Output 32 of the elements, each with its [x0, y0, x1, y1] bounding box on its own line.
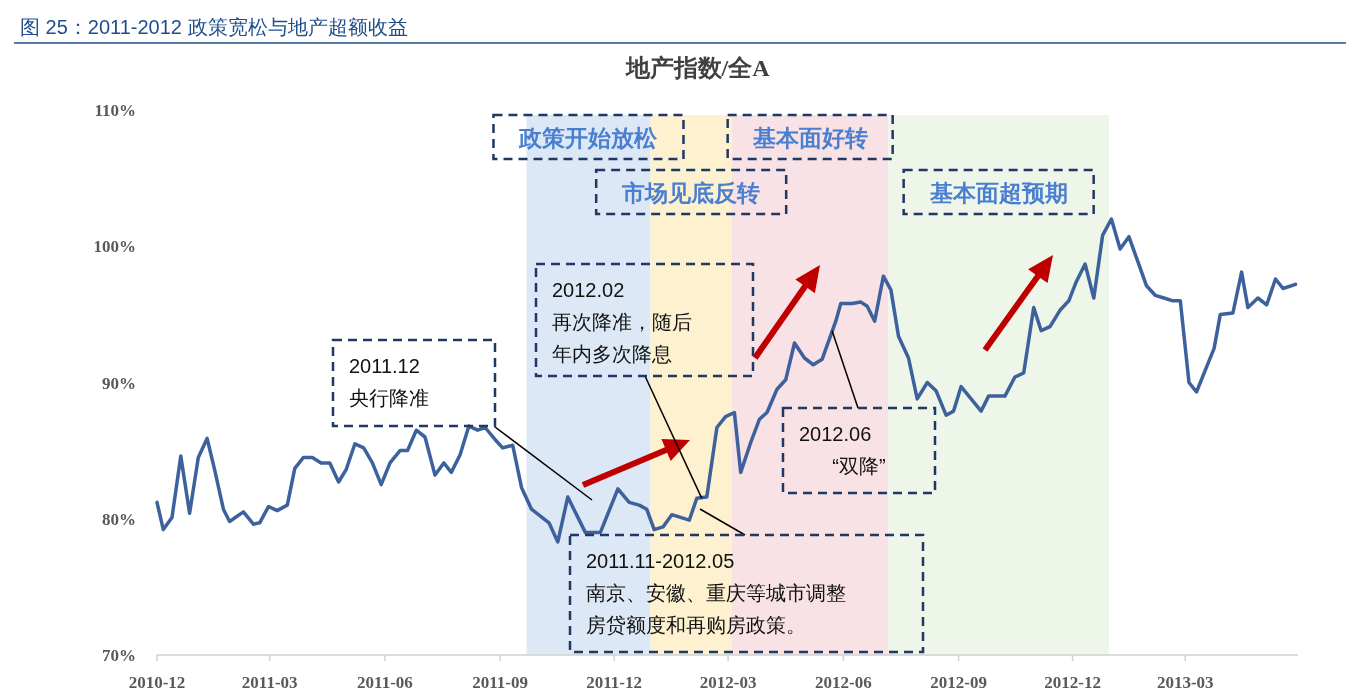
band-label: 基本面超预期: [902, 168, 1095, 216]
annotation: 2011.12 央行降准: [349, 355, 429, 409]
band-label: 基本面好转: [726, 113, 894, 161]
x-tick-label: 2011-03: [241, 673, 298, 692]
x-tick-label: 2013-03: [1156, 673, 1214, 692]
annotation: 2012.02 再次降准，随后年内多次降息: [534, 262, 755, 500]
x-tick-label: 2012-06: [815, 673, 872, 692]
y-tick-label: 70%: [102, 646, 136, 665]
x-tick-label: 2011-09: [472, 673, 529, 692]
band-label: 政策开始放松: [492, 113, 685, 161]
x-tick-label: 2012-09: [930, 673, 987, 692]
band-label: 基本面超预期: [928, 181, 1068, 206]
y-tick-label: 110%: [94, 101, 136, 120]
band-label: 市场见底反转: [621, 180, 761, 206]
x-tick-label: 2011-12: [586, 673, 643, 692]
chart-subtitle: 地产指数/全A: [624, 55, 771, 81]
x-tick-label: 2010-12: [128, 673, 186, 692]
x-tick-label: 2012-03: [699, 673, 757, 692]
chart-title: 图 25：2011-2012 政策宽松与地产超额收益: [20, 16, 408, 38]
band-label: 政策开始放松: [518, 126, 659, 151]
y-tick-label: 100%: [93, 237, 136, 257]
x-tick-label: 2011-06: [357, 673, 413, 692]
annotation: 2012.02 再次降准，随后年内多次降息: [552, 279, 692, 365]
x-tick-label: 2012-12: [1044, 673, 1101, 692]
annotation: 2011.11-2012.05 南京、安徽、重庆等城市调整房贷额度和再购房政策。: [568, 508, 925, 654]
y-tick-label: 90%: [102, 373, 136, 393]
annotation: 2011.11-2012.05 南京、安徽、重庆等城市调整房贷额度和再购房政策。: [586, 550, 846, 636]
annotation: 2012.06 “双降”: [799, 423, 886, 477]
annotation: 2012.06 “双降”: [781, 330, 937, 495]
band-label: 市场见底反转: [594, 168, 788, 216]
y-tick-label: 80%: [102, 509, 136, 529]
band-label: 基本面好转: [751, 126, 868, 151]
